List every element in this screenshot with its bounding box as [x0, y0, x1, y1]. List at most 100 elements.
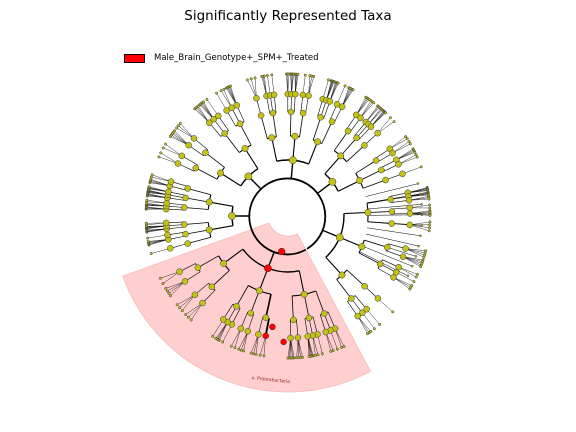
branch-line — [223, 89, 232, 108]
taxon-node — [337, 152, 345, 160]
branch-line — [223, 248, 244, 264]
branch-line — [330, 330, 338, 350]
branch-line — [258, 268, 269, 291]
branch-line — [185, 229, 210, 235]
branch-line — [325, 256, 343, 276]
taxon-node — [182, 194, 189, 202]
branch-line — [359, 169, 382, 181]
taxon-node — [356, 177, 364, 185]
branch-line — [230, 86, 237, 106]
branch-line — [244, 148, 259, 170]
taxon-node — [295, 356, 299, 360]
branch-line — [191, 302, 203, 321]
branch-line — [359, 251, 409, 277]
branch-line — [405, 248, 424, 258]
branch-line — [170, 281, 186, 296]
branch-line — [174, 130, 189, 146]
taxon-node — [389, 149, 396, 157]
taxon-node — [229, 344, 233, 348]
branch-line — [409, 213, 431, 216]
branch-line — [289, 111, 292, 137]
taxon-node — [422, 255, 426, 259]
taxon-node — [406, 210, 414, 217]
taxon-node — [184, 240, 191, 247]
branch-line — [396, 152, 415, 160]
taxon-node — [410, 264, 414, 268]
taxon-node — [147, 185, 151, 189]
taxon-node — [392, 120, 396, 124]
taxon-node — [399, 170, 406, 178]
taxon-node — [169, 294, 172, 298]
branch-line — [215, 321, 228, 339]
taxon-node — [215, 112, 222, 120]
branch-line — [209, 225, 233, 231]
taxon-node — [367, 123, 375, 130]
taxon-node — [191, 291, 199, 299]
taxon-node — [291, 132, 299, 140]
taxon-node — [190, 135, 198, 142]
taxon-node — [244, 172, 253, 181]
branch-line — [158, 156, 178, 164]
branch-line — [312, 117, 322, 141]
taxon-node — [157, 155, 161, 159]
taxon-node — [149, 175, 153, 179]
branch-line — [187, 236, 211, 244]
taxon-node — [296, 72, 300, 76]
taxon-node — [388, 116, 392, 120]
branch-line — [389, 136, 406, 149]
taxon-node — [189, 318, 193, 322]
branch-line — [203, 101, 214, 120]
branch-line — [251, 78, 257, 99]
taxon-node — [344, 127, 352, 135]
branch-line — [222, 324, 233, 343]
taxon-node — [419, 165, 423, 169]
taxon-node — [420, 224, 423, 227]
branch-line — [179, 294, 196, 308]
branch-line — [409, 204, 430, 208]
branch-line — [247, 79, 257, 99]
branch-line — [184, 222, 209, 225]
branch-line — [146, 206, 167, 210]
branch-line — [307, 336, 310, 357]
taxon-node — [372, 101, 376, 105]
taxon-node — [236, 120, 244, 128]
taxon-node — [342, 345, 346, 348]
branch-line — [184, 207, 209, 210]
branch-line — [362, 245, 413, 267]
taxon-node — [388, 208, 396, 215]
taxon-node — [165, 188, 172, 196]
branch-line — [250, 290, 260, 314]
taxon-node — [395, 161, 402, 168]
branch-line — [220, 172, 242, 187]
branch-line — [243, 331, 248, 351]
branch-line — [165, 281, 186, 289]
taxon-node — [390, 274, 397, 281]
taxon-node — [428, 214, 432, 217]
branch-line — [409, 224, 430, 231]
taxon-node-enriched — [280, 338, 287, 346]
taxon-node — [241, 145, 249, 152]
legend: Male_Brain_Genotype+_SPM+_Treated — [124, 51, 319, 65]
taxon-node — [289, 156, 297, 165]
taxon-node — [372, 327, 376, 331]
branch-line — [151, 248, 171, 254]
taxon-node — [428, 220, 432, 224]
taxon-node — [407, 140, 411, 144]
branch-line — [341, 88, 352, 107]
branch-line — [195, 107, 210, 123]
branch-line — [178, 125, 195, 139]
branch-line — [402, 166, 422, 174]
branch-line — [234, 328, 241, 348]
branch-line — [239, 123, 252, 146]
branch-line — [398, 267, 417, 278]
branch-line — [334, 328, 342, 348]
branch-line — [408, 194, 429, 197]
branch-line — [218, 321, 228, 340]
branch-line — [267, 75, 271, 96]
branch-line — [357, 315, 371, 332]
branch-line — [254, 77, 257, 99]
taxon-node — [223, 107, 230, 114]
branch-line — [224, 133, 240, 153]
clade-label: a: Proteobacteria — [251, 375, 290, 385]
